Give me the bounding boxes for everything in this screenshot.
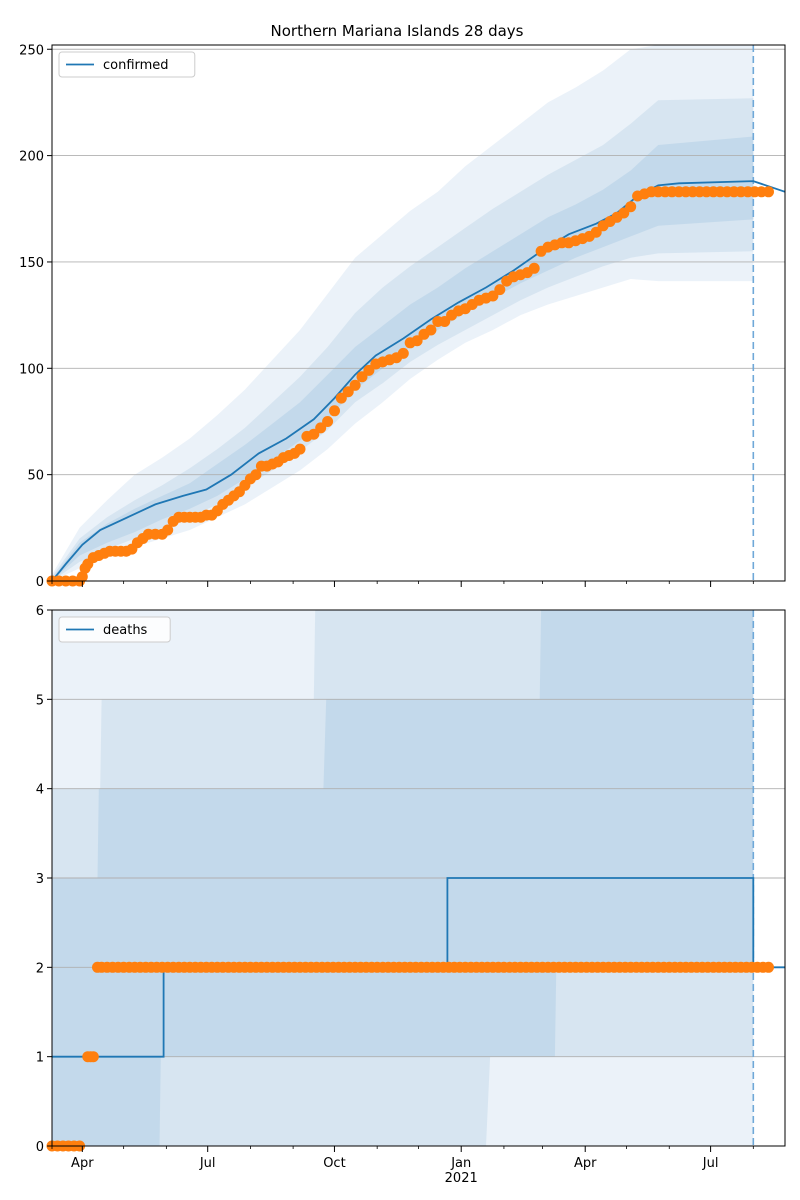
series-points-observed (46, 961, 774, 1152)
data-point (349, 379, 361, 391)
plot-area (52, 45, 785, 581)
series-points-observed (46, 186, 774, 587)
y-tick-label: 6 (36, 604, 44, 619)
y-tick-label: 150 (19, 256, 44, 271)
y-tick-label: 50 (27, 469, 44, 484)
data-point (363, 364, 375, 376)
data-point (76, 571, 88, 583)
data-point (397, 347, 409, 359)
x-tick-label: Apr (71, 1156, 94, 1171)
data-point (487, 290, 499, 302)
data-point (335, 392, 347, 404)
data-point (425, 324, 437, 336)
y-tick-label: 2 (36, 961, 44, 976)
x-tick-year-label: 2021 (445, 1171, 478, 1186)
data-point (329, 405, 340, 417)
legend: confirmed (58, 51, 196, 78)
data-point (294, 443, 306, 455)
y-tick-label: 0 (36, 575, 44, 590)
data-point (528, 262, 540, 274)
legend-box (58, 616, 171, 643)
y-tick-label: 5 (36, 693, 44, 708)
data-point (250, 469, 262, 481)
x-tick-label: Jul (199, 1156, 216, 1171)
data-point (315, 422, 327, 434)
x-tick-label: Jul (702, 1156, 719, 1171)
data-point (342, 386, 354, 398)
plot-area (52, 610, 785, 1146)
x-tick-label: Apr (574, 1156, 597, 1171)
series-line-confirmed (52, 180, 785, 581)
y-tick-label: 0 (36, 1140, 44, 1155)
confirmed-panel: 0 50 100 150 200 250 confirmed (19, 43, 786, 590)
chart-title: Northern Mariana Islands 28 days (271, 22, 524, 40)
data-point (439, 316, 451, 327)
y-tick-label: 250 (19, 43, 44, 58)
y-tick-label: 1 (36, 1051, 44, 1066)
y-tick-label: 4 (36, 783, 44, 798)
y-tick-label: 100 (19, 362, 44, 377)
data-point (763, 186, 774, 198)
data-point (162, 524, 174, 536)
legend: deaths (58, 616, 171, 643)
data-point (87, 1051, 99, 1063)
x-tick-label: Oct (323, 1156, 345, 1171)
uncertainty-band-3 (52, 136, 754, 581)
x-tick-label: Jan (450, 1156, 471, 1171)
legend-box (58, 51, 196, 78)
data-point (322, 416, 334, 427)
y-tick-label: 3 (36, 872, 44, 887)
legend-label: confirmed (103, 58, 169, 73)
data-point (411, 335, 423, 347)
data-point (494, 284, 506, 296)
data-point (625, 201, 637, 213)
data-point (590, 226, 602, 238)
series-line-deaths (52, 877, 785, 1058)
legend-label: deaths (103, 623, 148, 638)
data-point (763, 961, 774, 973)
y-tick-label: 200 (19, 150, 44, 165)
data-point (356, 371, 368, 383)
